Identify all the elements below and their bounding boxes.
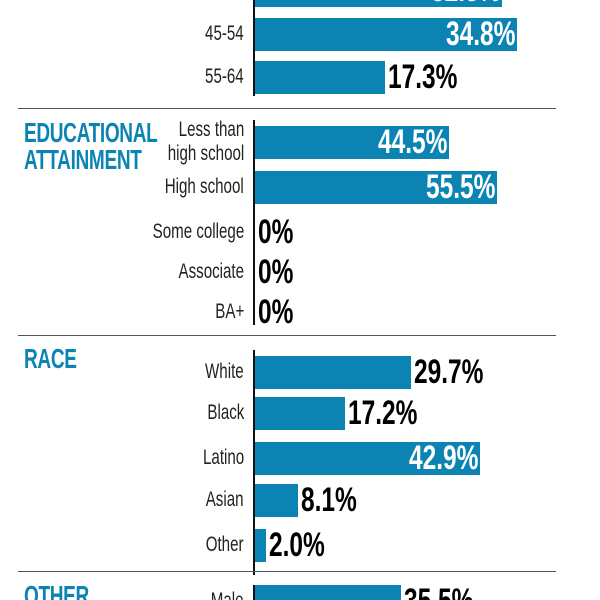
bar: [255, 18, 518, 51]
category-label: High school: [164, 175, 244, 198]
category-label: BA+: [214, 300, 244, 323]
bar: [255, 171, 497, 204]
value-label: 34.8%: [445, 15, 516, 53]
section-title: OTHER: [24, 580, 89, 600]
value-label: 29.7%: [413, 353, 484, 391]
value-label: 0%: [258, 213, 294, 251]
section-title: EDUCATIONAL ATTAINMENT: [24, 117, 158, 175]
category-label: Associate: [178, 260, 244, 283]
bar: [255, 0, 502, 7]
bar: [255, 397, 346, 430]
value-label: 0%: [258, 253, 294, 291]
category-label: Asian: [206, 488, 244, 511]
bar: [255, 585, 401, 600]
category-label: Latino: [202, 446, 244, 469]
section-divider: [18, 108, 556, 109]
category-label: Other: [206, 533, 244, 556]
category-label: Male: [211, 590, 244, 600]
value-label: 8.1%: [300, 481, 357, 519]
value-label: 17.3%: [388, 58, 458, 96]
value-label: 32.8%: [431, 0, 500, 7]
bar: [255, 529, 266, 562]
category-label: Some college: [152, 220, 244, 243]
bar: [255, 126, 450, 159]
bar: [255, 61, 386, 94]
section-divider: [18, 571, 556, 572]
section-title: RACE: [24, 343, 77, 374]
bar: [255, 356, 411, 389]
axis-line: [253, 120, 255, 325]
value-label: 35.5%: [404, 584, 473, 600]
axis-line: [253, 0, 255, 96]
axis-line: [253, 350, 255, 575]
category-label: Black: [207, 401, 244, 424]
bar: [255, 484, 298, 517]
value-label: 17.2%: [348, 394, 418, 432]
bar: [255, 442, 481, 475]
category-label: 55-64: [205, 65, 244, 88]
section-divider: [18, 335, 556, 336]
axis-line: [253, 585, 255, 600]
value-label: 44.5%: [377, 123, 448, 161]
value-label: 0%: [258, 293, 294, 331]
category-label: 45-54: [205, 22, 244, 45]
value-label: 2.0%: [268, 526, 325, 564]
category-label: White: [205, 360, 244, 383]
value-label: 55.5%: [425, 168, 495, 206]
value-label: 42.9%: [408, 439, 479, 477]
category-label: Less than high school: [167, 118, 245, 165]
